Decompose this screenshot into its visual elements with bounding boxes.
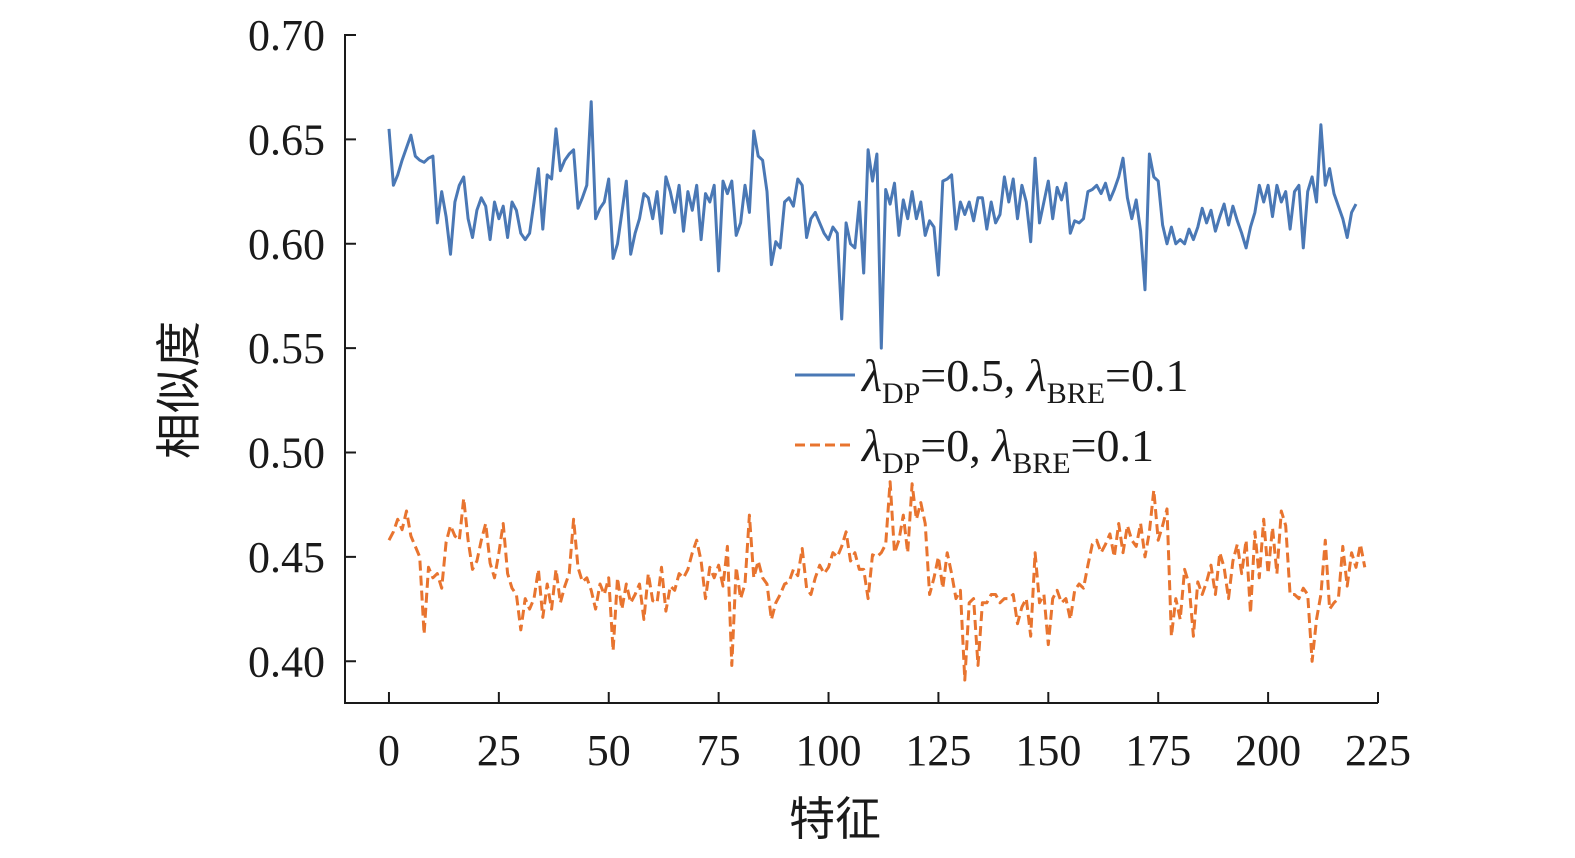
y-tick-label: 0.50: [248, 429, 325, 478]
plot-area: [387, 100, 1367, 682]
x-tick-label: 125: [905, 726, 971, 775]
legend-text-part: BRE: [1047, 377, 1105, 410]
legend-text-part: BRE: [1012, 447, 1070, 480]
y-tick-label: 0.65: [248, 115, 325, 164]
x-tick-label: 25: [477, 726, 521, 775]
legend-text-part: λ: [860, 420, 882, 471]
x-tick-label: 50: [587, 726, 631, 775]
legend-text-part: λ: [860, 350, 882, 401]
series-line-0: [387, 100, 1358, 350]
legend-text-part: =0.5,: [920, 350, 1026, 401]
y-tick-label: 0.45: [248, 533, 325, 582]
legend-text-part: λ: [990, 420, 1012, 471]
x-tick-label: 200: [1235, 726, 1301, 775]
y-tick-label: 0.60: [248, 220, 325, 269]
x-tick-label: 175: [1125, 726, 1191, 775]
x-tick-label: 100: [796, 726, 862, 775]
axes: 0 25 50 75 100 125 150 175 200 225 0.400.450.500.…: [248, 11, 1411, 775]
x-ticks: 0 25 50 75 100 125 150 175 200 225: [378, 692, 1411, 775]
y-axis-label: 相似度: [154, 321, 205, 459]
x-tick-label: 75: [697, 726, 741, 775]
x-tick-label: 225: [1345, 726, 1411, 775]
series-line-1: [387, 480, 1367, 682]
y-tick-label: 0.70: [248, 11, 325, 60]
y-tick-label: 0.40: [248, 637, 325, 686]
legend-label-1: λDP=0, λBRE=0.1: [860, 420, 1154, 480]
y-tick-label: 0.55: [248, 324, 325, 373]
x-tick-label: 0: [378, 726, 400, 775]
legend-text-part: =0.1: [1105, 350, 1188, 401]
legend-text-part: =0,: [920, 420, 992, 471]
x-axis-label: 特征: [789, 794, 881, 845]
legend-text-part: =0.1: [1071, 420, 1154, 471]
legend-label-0: λDP=0.5, λBRE=0.1: [860, 350, 1189, 410]
x-tick-label: 150: [1015, 726, 1081, 775]
legend-text-part: DP: [882, 377, 920, 410]
legend-text-part: λ: [1025, 350, 1047, 401]
y-ticks: 0.40 0.45 0.50 0.55 0.60 0.65 0.70: [248, 11, 356, 686]
legend-text-part: DP: [882, 447, 920, 480]
